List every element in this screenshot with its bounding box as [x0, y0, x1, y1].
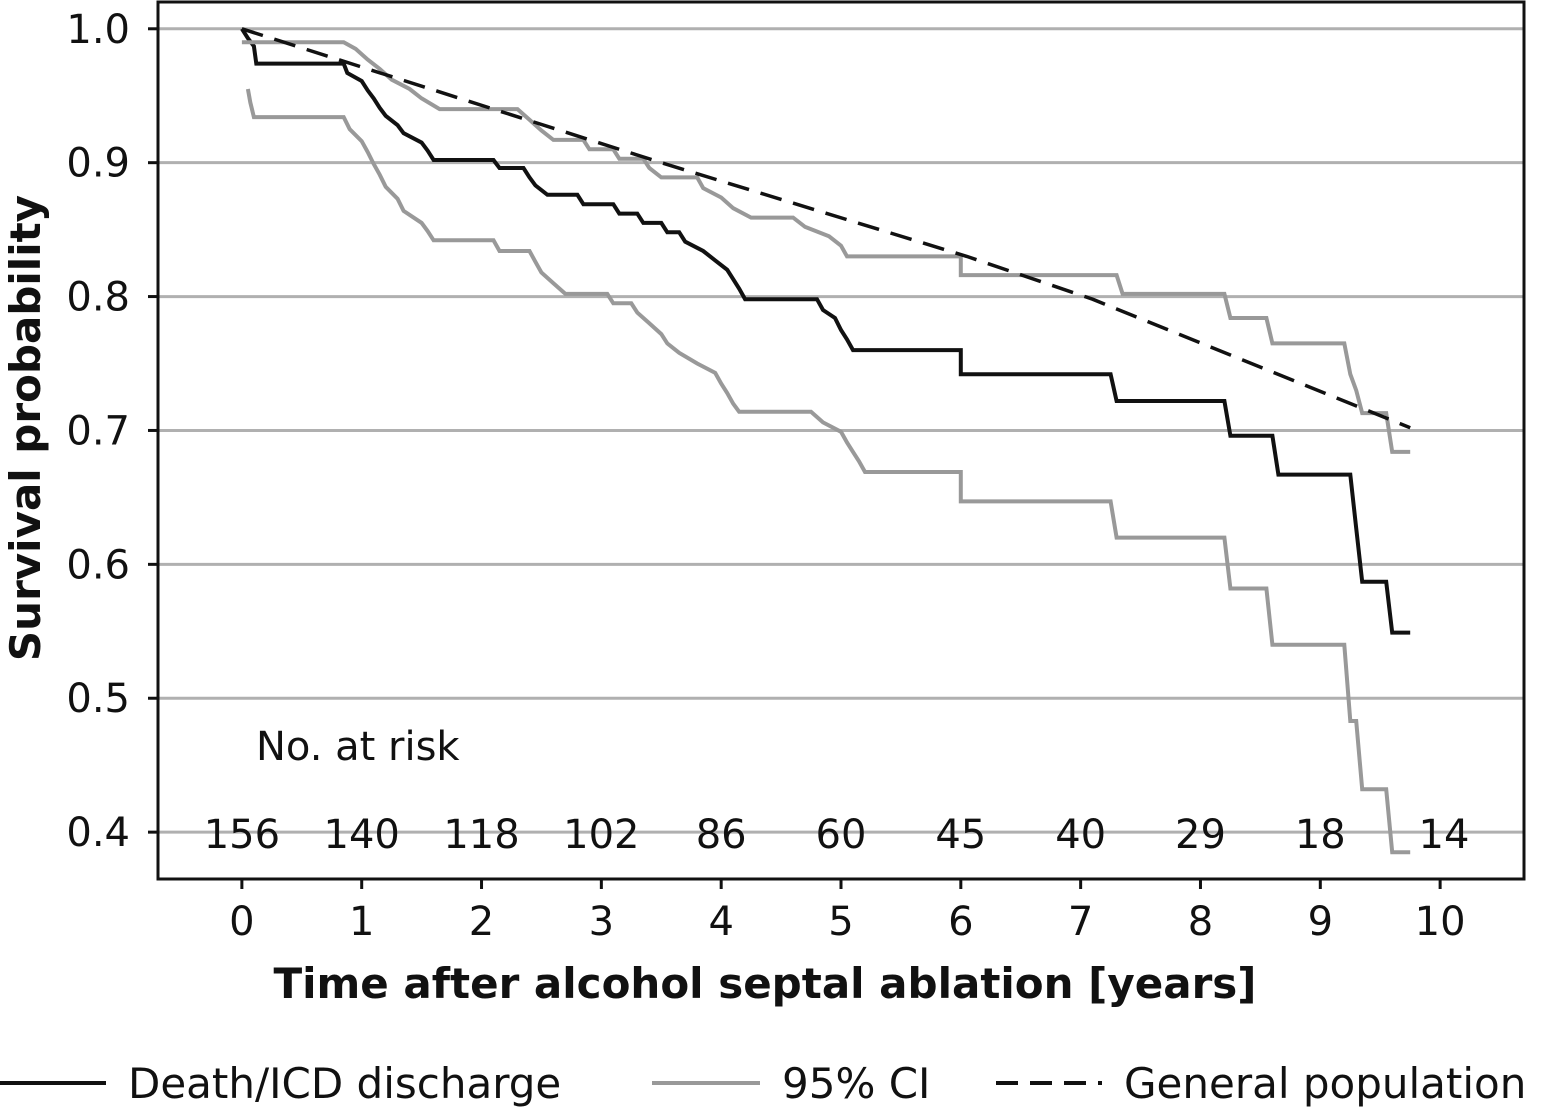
- y-tick-label: 0.5: [66, 676, 130, 722]
- y-tick-label: 0.8: [66, 275, 130, 321]
- at-risk-table: No. at risk 156 140 118 102 86 60 45 40 29 18 14: [204, 724, 1470, 858]
- at-risk-count: 118: [443, 812, 519, 858]
- legend-label: Death/ICD discharge: [128, 1059, 561, 1108]
- y-tick-label: 1.0: [66, 7, 130, 53]
- x-tick-label: 10: [1415, 899, 1466, 945]
- at-risk-count: 18: [1295, 812, 1346, 858]
- x-tick-label: 6: [948, 899, 973, 945]
- legend: Death/ICD discharge 95% CI General populat…: [0, 1059, 1526, 1108]
- y-tick-label: 0.4: [66, 810, 130, 856]
- at-risk-count: 102: [563, 812, 639, 858]
- x-tick-label: 3: [589, 899, 614, 945]
- series-lines: [240, 27, 1411, 855]
- y-tick-label: 0.6: [66, 542, 130, 588]
- at-risk-title: No. at risk: [256, 724, 460, 770]
- x-tick-label: 1: [349, 899, 374, 945]
- gridlines: [158, 27, 1524, 834]
- y-tick-label: 0.7: [66, 408, 130, 454]
- x-tick-label: 2: [469, 899, 494, 945]
- at-risk-count: 156: [204, 812, 280, 858]
- series-line-death-icd-discharge: [240, 27, 1411, 635]
- y-tick-label: 0.9: [66, 141, 130, 187]
- x-tick-label: 0: [229, 899, 254, 945]
- at-risk-count: 60: [816, 812, 867, 858]
- x-tick-label: 9: [1308, 899, 1333, 945]
- legend-label: General population: [1124, 1059, 1526, 1108]
- x-axis-title: Time after alcohol septal ablation [year…: [274, 959, 1257, 1008]
- at-risk-count: 29: [1175, 812, 1226, 858]
- x-tick-label: 8: [1188, 899, 1213, 945]
- series-line-95-ci-lower: [245, 88, 1411, 855]
- at-risk-count: 86: [696, 812, 747, 858]
- series-line-95-ci: [241, 40, 1411, 454]
- at-risk-count: 45: [935, 812, 986, 858]
- series-line-general-population: [241, 27, 1411, 430]
- y-axis-title: Survival probability: [1, 195, 50, 661]
- legend-label: 95% CI: [782, 1059, 930, 1108]
- at-risk-count: 140: [324, 812, 400, 858]
- x-axis-ticks: 0 1 2 3 4 5 6 7 8 9 10: [229, 879, 1466, 945]
- x-tick-label: 7: [1068, 899, 1093, 945]
- at-risk-count: 14: [1419, 812, 1470, 858]
- at-risk-count: 40: [1055, 812, 1106, 858]
- x-tick-label: 4: [708, 899, 733, 945]
- y-axis-ticks: 0.4 0.5 0.6 0.7 0.8 0.9 1.0: [66, 7, 158, 856]
- x-tick-label: 5: [828, 899, 853, 945]
